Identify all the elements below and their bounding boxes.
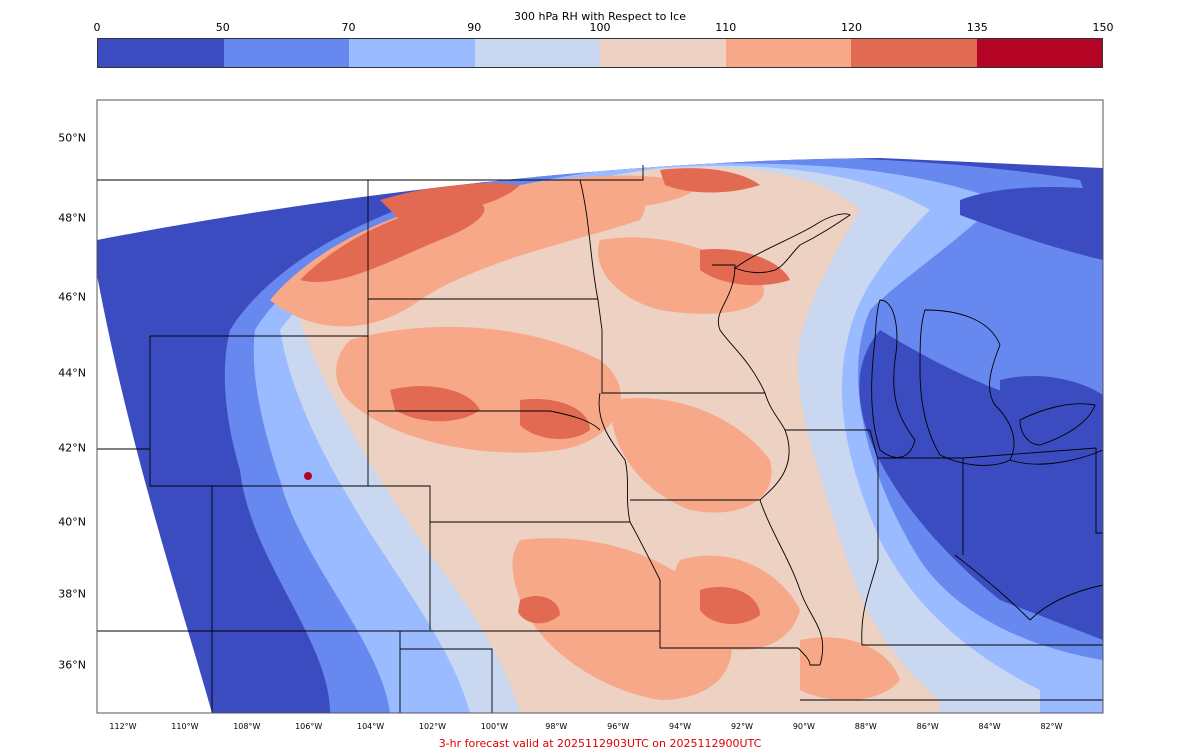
colorbar-segment (349, 39, 475, 67)
longitude-label: 86°W (916, 722, 939, 731)
latitude-label: 50°N (58, 131, 86, 145)
colorbar-tick-label: 150 (1092, 21, 1114, 34)
longitude-label: 88°W (854, 722, 877, 731)
colorbar-tick-label: 135 (966, 21, 988, 34)
latitude-label: 44°N (58, 366, 86, 380)
longitude-label: 84°W (978, 722, 1001, 731)
latitude-label: 36°N (58, 658, 86, 672)
longitude-label: 104°W (357, 722, 385, 731)
longitude-label: 110°W (171, 722, 199, 731)
longitude-label: 82°W (1040, 722, 1063, 731)
colorbar-title: 300 hPa RH with Respect to Ice (514, 10, 686, 23)
longitude-label: 90°W (792, 722, 815, 731)
colorbar-tick-label: 110 (715, 21, 737, 34)
colorbar-tick-label: 100 (589, 21, 611, 34)
longitude-label: 112°W (109, 722, 137, 731)
colorbar-segment (725, 39, 851, 67)
colorbar-tick-label: 50 (215, 21, 230, 34)
latitude-label: 42°N (58, 441, 86, 455)
latitude-label: 40°N (58, 515, 86, 529)
latitude-label: 38°N (58, 587, 86, 601)
longitude-label: 94°W (669, 722, 692, 731)
longitude-label: 92°W (730, 722, 754, 731)
latitude-label: 46°N (58, 290, 86, 304)
map-frame (96, 99, 1104, 714)
latitude-label: 48°N (58, 211, 86, 225)
colorbar-segment (851, 39, 977, 67)
rh-field (97, 158, 1103, 713)
longitude-label: 96°W (607, 722, 630, 731)
longitude-label: 102°W (418, 722, 447, 731)
colorbar-tick-label: 120 (841, 21, 862, 34)
colorbar-segment (474, 39, 600, 67)
longitude-label: 106°W (295, 722, 323, 731)
colorbar (97, 38, 1103, 68)
colorbar-segment (600, 39, 726, 67)
longitude-label: 98°W (545, 722, 568, 731)
longitude-label: 100°W (480, 722, 508, 731)
colorbar-tick-label: 70 (341, 21, 356, 34)
political-boundaries (97, 165, 1103, 713)
colorbar-segment (223, 39, 349, 67)
forecast-valid-caption: 3-hr forecast valid at 2025112903UTC on … (438, 737, 762, 750)
colorbar-segment (976, 39, 1102, 67)
colorbar-tick-label: 0 (93, 21, 101, 34)
longitude-label: 108°W (233, 722, 261, 731)
colorbar-segment (98, 39, 224, 67)
colorbar-tick-label: 90 (467, 21, 482, 34)
